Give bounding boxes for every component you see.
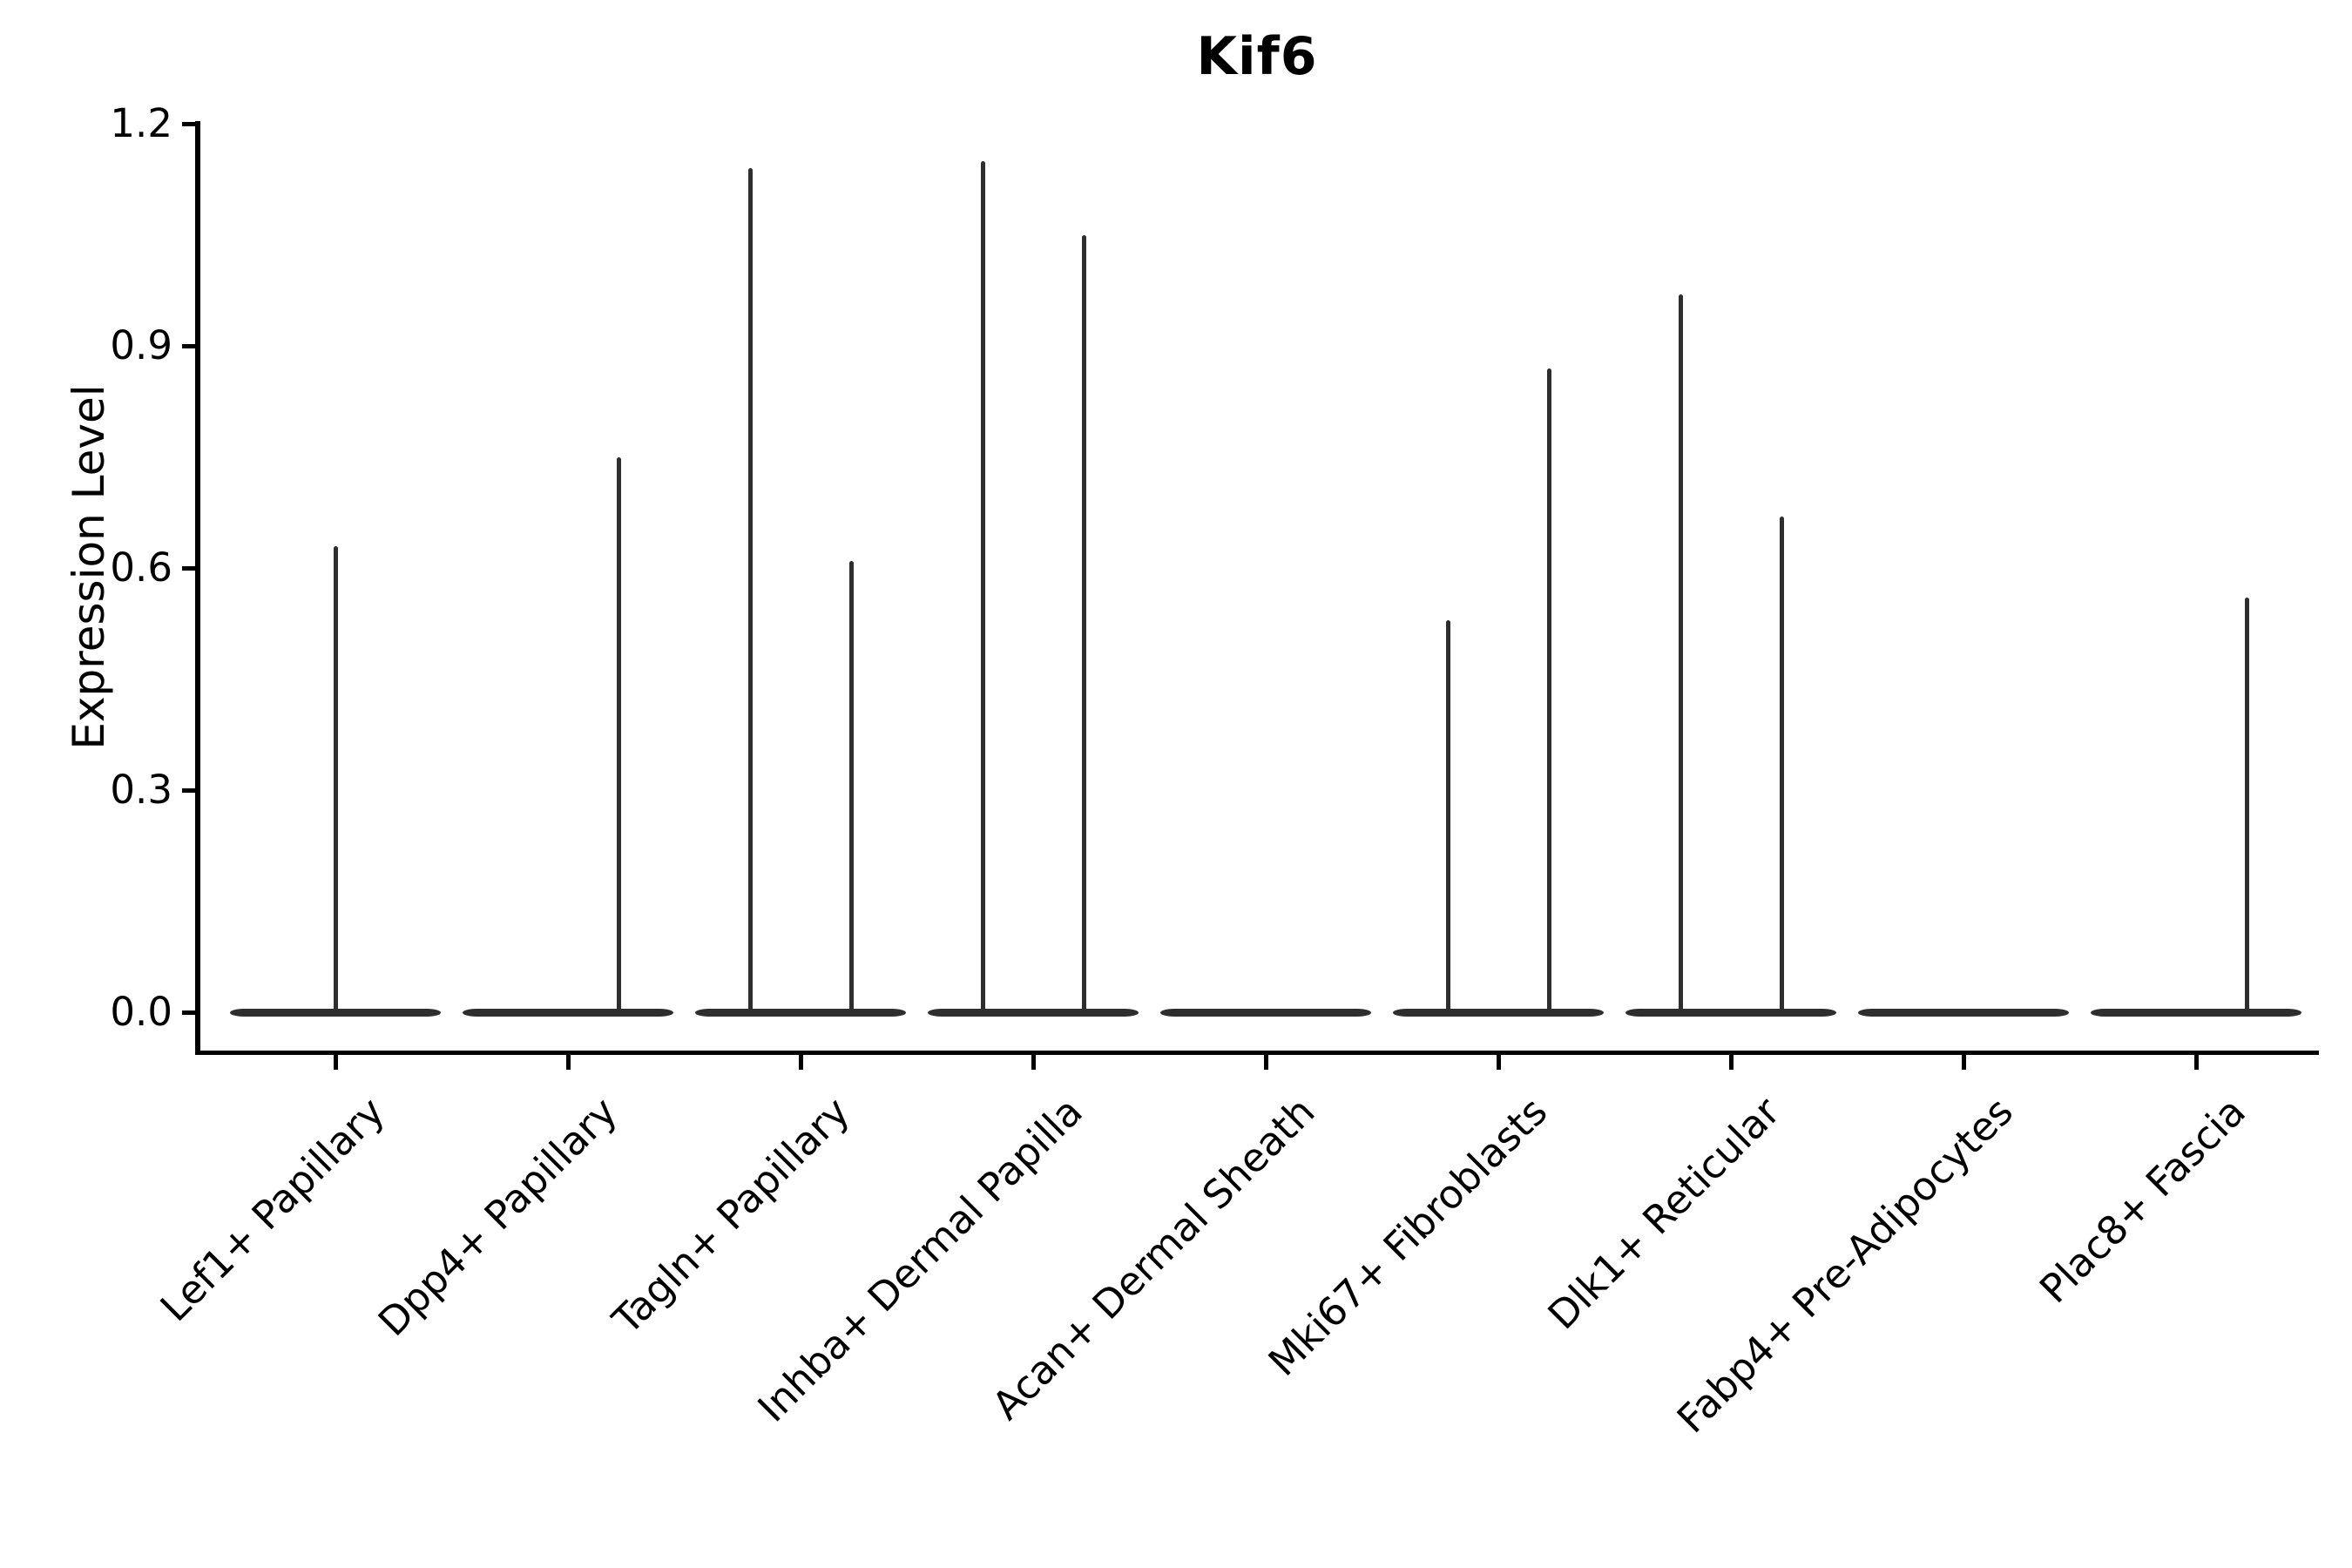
- violin-spike: [980, 160, 985, 1016]
- x-tick-label: Tagln+ Papillary: [604, 1088, 859, 1343]
- x-tick-mark: [798, 1055, 803, 1070]
- y-tick-label: 0.3: [110, 767, 172, 813]
- violin-spike: [1546, 368, 1551, 1016]
- x-tick-mark: [2193, 1055, 2199, 1070]
- x-tick-label: Dlk1+ Reticular: [1538, 1088, 1789, 1339]
- violin-body: [463, 1009, 673, 1017]
- x-tick-mark: [333, 1055, 338, 1070]
- y-tick-mark: [182, 343, 196, 348]
- y-tick-label: 0.0: [110, 989, 172, 1035]
- x-axis-spine: [195, 1051, 2319, 1055]
- violin-body: [928, 1009, 1139, 1017]
- violin-body: [695, 1009, 906, 1017]
- x-tick-mark: [1031, 1055, 1036, 1070]
- y-tick-mark: [182, 565, 196, 571]
- x-tick-label: Plac8+ Fascia: [2030, 1088, 2254, 1313]
- violin-spike: [1779, 516, 1784, 1016]
- violin-body: [2091, 1009, 2301, 1017]
- violin-spike: [1081, 234, 1086, 1016]
- y-axis-spine: [195, 121, 200, 1055]
- y-tick-label: 1.2: [110, 100, 172, 146]
- y-tick-mark: [182, 787, 196, 793]
- y-tick-label: 0.9: [110, 322, 172, 368]
- violin-body: [1625, 1009, 1836, 1017]
- y-tick-mark: [182, 1010, 196, 1015]
- x-tick-mark: [1496, 1055, 1501, 1070]
- x-tick-label: Lef1+ Papillary: [151, 1088, 394, 1331]
- x-tick-mark: [1263, 1055, 1268, 1070]
- violin-spike: [1445, 619, 1450, 1016]
- violin-spike: [2244, 598, 2249, 1016]
- violin-body: [1393, 1009, 1604, 1017]
- violin-spike: [616, 456, 621, 1016]
- violin-spike: [1678, 294, 1683, 1016]
- y-tick-mark: [182, 121, 196, 126]
- x-tick-label: Dpp4+ Papillary: [368, 1088, 626, 1346]
- x-tick-mark: [1961, 1055, 1966, 1070]
- plot-title: Kif6: [1196, 26, 1318, 87]
- violin-body: [1160, 1009, 1371, 1017]
- y-tick-label: 0.6: [110, 544, 172, 591]
- violin-spike: [848, 560, 854, 1016]
- violin-spike: [333, 545, 338, 1016]
- x-tick-mark: [1728, 1055, 1734, 1070]
- x-tick-mark: [565, 1055, 571, 1070]
- violin-spike: [747, 168, 753, 1016]
- violin-body: [1858, 1009, 2069, 1017]
